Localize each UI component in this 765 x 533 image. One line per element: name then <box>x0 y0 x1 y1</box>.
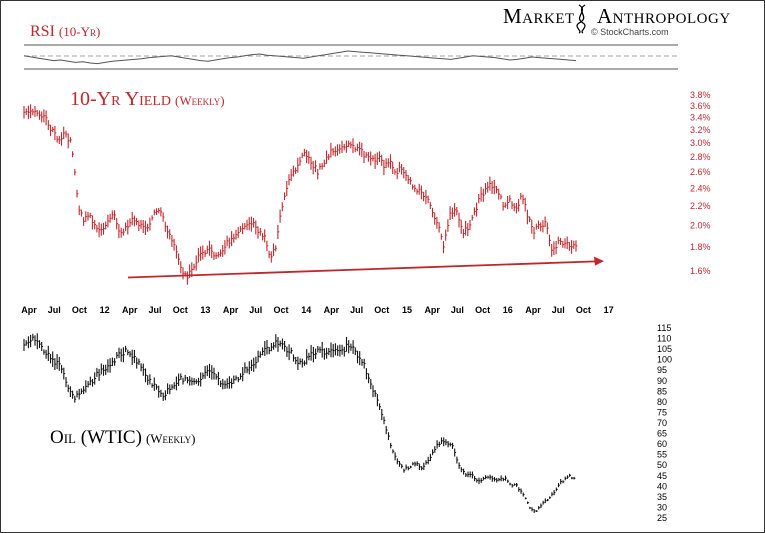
yield-tick-label: 3.8% <box>690 90 711 100</box>
x-tick-label: 12 <box>100 305 110 315</box>
trendline <box>127 260 597 279</box>
oil-tick-label: 40 <box>657 481 667 491</box>
x-tick-label: Apr <box>525 305 541 315</box>
x-tick-label: 16 <box>503 305 513 315</box>
x-tick-label: Oct <box>72 305 87 315</box>
x-tick-label: Oct <box>576 305 591 315</box>
oil-tick-label: 30 <box>657 502 667 512</box>
rsi-title: RSI (10-Yr) <box>30 23 100 40</box>
x-tick-label: Apr <box>324 305 340 315</box>
oil-tick-label: 55 <box>657 450 667 460</box>
x-tick-label: Jul <box>48 305 61 315</box>
x-tick-label: Oct <box>173 305 188 315</box>
x-tick-label: 13 <box>200 305 210 315</box>
brand-source: © StockCharts.com <box>591 27 669 37</box>
oil-tick-label: 60 <box>657 439 667 449</box>
yield-tick-label: 3.2% <box>690 125 711 135</box>
yield-tick-label: 1.8% <box>690 242 711 252</box>
oil-tick-label: 45 <box>657 471 667 481</box>
oil-tick-label: 75 <box>657 407 667 417</box>
yield-tick-label: 1.6% <box>690 266 711 276</box>
rsi-series <box>23 50 577 65</box>
x-tick-label: Jul <box>249 305 262 315</box>
yield-tick-label: 3.4% <box>690 113 711 123</box>
oil-tick-label: 95 <box>657 365 667 375</box>
x-tick-label: Jul <box>552 305 565 315</box>
x-tick-label: Oct <box>374 305 389 315</box>
oil-tick-label: 65 <box>657 429 667 439</box>
yield-tick-label: 2.6% <box>690 167 711 177</box>
oil-tick-label: 90 <box>657 376 667 386</box>
oil-tick-label: 105 <box>657 344 672 354</box>
yield-series <box>23 104 578 285</box>
x-tick-label: Jul <box>451 305 464 315</box>
oil-y-axis: 1151101051009590858075706560555045403530… <box>657 323 672 523</box>
oil-series <box>23 333 576 513</box>
x-tick-label: 17 <box>604 305 614 315</box>
oil-tick-label: 85 <box>657 386 667 396</box>
oil-tick-label: 110 <box>657 334 671 344</box>
oil-tick-label: 25 <box>657 513 667 523</box>
brand-name-left: Market <box>503 4 575 28</box>
oil-tick-label: 80 <box>657 397 667 407</box>
x-tick-label: Jul <box>350 305 363 315</box>
oil-tick-label: 100 <box>657 355 672 365</box>
date-x-axis: Apr Jul Oct 12 Apr Jul Oct 13 Apr Jul Oct 14 Apr Jul O… <box>21 305 613 315</box>
x-tick-label: Apr <box>424 305 440 315</box>
oil-tick-label: 70 <box>657 418 667 428</box>
x-tick-label: Oct <box>273 305 288 315</box>
x-tick-label: Jul <box>148 305 161 315</box>
oil-tick-label: 115 <box>657 323 671 333</box>
x-tick-label: 14 <box>301 305 311 315</box>
brand-name-right: Anthropology <box>597 4 731 28</box>
trendline-arrowhead <box>594 256 604 266</box>
oil-tick-label: 35 <box>657 492 667 502</box>
yield-tick-label: 2.0% <box>690 221 711 231</box>
x-tick-label: 15 <box>402 305 412 315</box>
oil-tick-label: 50 <box>657 460 667 470</box>
x-tick-label: Oct <box>475 305 490 315</box>
dna-helix-icon <box>576 4 586 34</box>
yield-tick-label: 3.6% <box>690 101 711 111</box>
x-tick-label: Apr <box>223 305 239 315</box>
yield-title: 10-Yr Yield (Weekly) <box>70 88 225 110</box>
yield-trendline <box>127 256 604 279</box>
rsi-line <box>23 50 577 65</box>
yield-tick-label: 2.4% <box>690 184 711 194</box>
x-tick-label: Apr <box>122 305 138 315</box>
yield-y-axis: 3.8%3.6% 3.4% 3.2% 3.0% 2.8% 2.6% 2.4% 2.2% 2.0%… <box>690 90 711 276</box>
yield-tick-label: 2.8% <box>690 152 711 162</box>
yield-tick-label: 3.0% <box>690 138 711 148</box>
oil-title: Oil (WTIC) (Weekly) <box>50 427 195 448</box>
x-tick-label: Apr <box>21 305 37 315</box>
yield-tick-label: 2.2% <box>690 201 711 211</box>
